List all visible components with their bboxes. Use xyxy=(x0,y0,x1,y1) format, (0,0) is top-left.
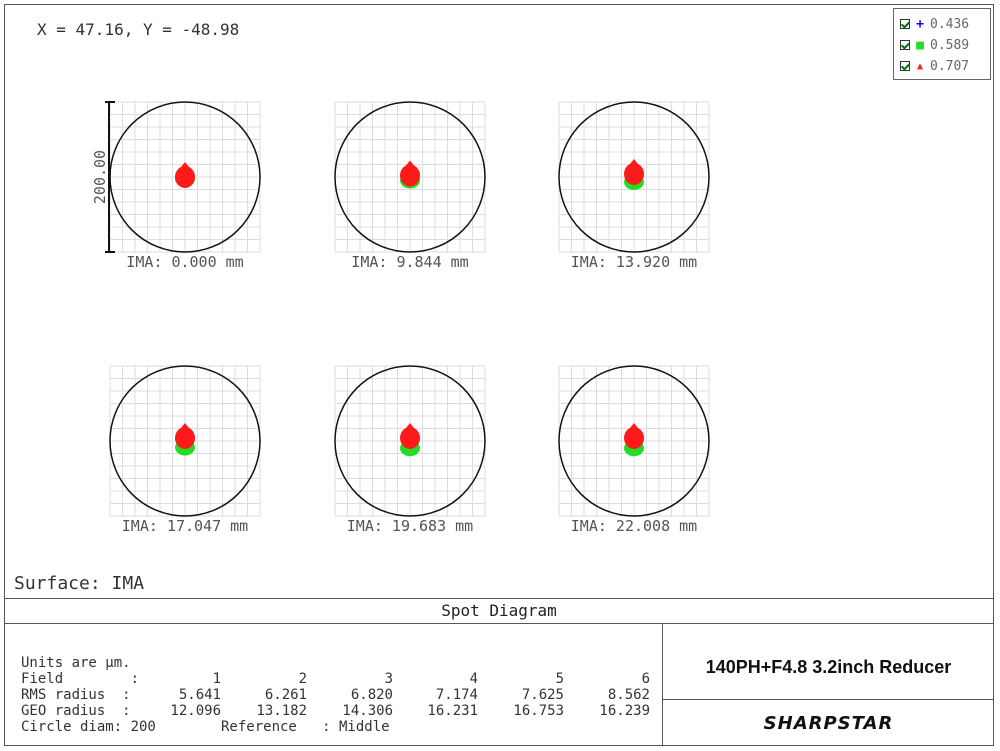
spot-0707 xyxy=(400,427,420,449)
surface-label: Surface: IMA xyxy=(14,573,145,594)
airy-circle xyxy=(334,365,486,517)
legend-label: 0.436 xyxy=(930,16,970,32)
square-marker-icon: ■ xyxy=(916,37,924,53)
geo-value: 14.306 xyxy=(342,703,393,719)
spot-diagram-window: IMA: 0.000 mm IMA: 9.844 mm IMA: 13.920 mm… xyxy=(4,4,994,746)
spot-0707 xyxy=(624,163,644,185)
units-label: Units are µm. xyxy=(21,655,131,671)
airy-circle xyxy=(109,365,261,517)
spot-0707 xyxy=(175,166,195,188)
field-label: IMA: 9.844 mm xyxy=(351,253,468,271)
field-label: IMA: 17.047 mm xyxy=(122,517,248,535)
field-row-label: Field : xyxy=(21,671,140,687)
rms-value: 6.261 xyxy=(264,687,307,703)
geo-value: 16.231 xyxy=(427,703,478,719)
spot-0707 xyxy=(400,164,420,187)
sharpstar-logo: SHARPSTAR xyxy=(763,713,894,734)
diagram-title: Spot Diagram xyxy=(5,598,993,624)
rms-row: RMS radius : 5.641 6.261 6.820 7.174 7.6… xyxy=(21,687,650,703)
field-value: 1 xyxy=(212,671,221,687)
rms-value: 7.625 xyxy=(521,687,564,703)
spot-0707-tip xyxy=(630,159,638,164)
rms-value: 8.562 xyxy=(607,687,650,703)
geo-value: 16.753 xyxy=(513,703,564,719)
rms-value: 7.174 xyxy=(435,687,478,703)
field-value: 4 xyxy=(469,671,478,687)
field-value: 6 xyxy=(641,671,650,687)
airy-circle xyxy=(558,365,710,517)
geo-value: 16.239 xyxy=(599,703,650,719)
field-label: IMA: 0.000 mm xyxy=(126,253,243,271)
rms-value: 6.820 xyxy=(350,687,393,703)
field-label: IMA: 13.920 mm xyxy=(571,253,697,271)
checkbox-checked-icon[interactable] xyxy=(900,61,910,71)
wavelength-legend: + 0.436 ■ 0.589 ▲ 0.707 xyxy=(893,8,991,80)
spot-0707-tip xyxy=(630,423,638,428)
spot-0707-tip xyxy=(406,160,414,166)
airy-circle xyxy=(334,101,486,253)
geo-row-label: GEO radius : xyxy=(21,703,131,719)
field-value: 5 xyxy=(555,671,564,687)
field-label: IMA: 22.008 mm xyxy=(571,517,697,535)
legend-item-0589[interactable]: ■ 0.589 xyxy=(900,36,969,54)
spot-plot: IMA: 0.000 mm IMA: 9.844 mm IMA: 13.920 mm… xyxy=(91,101,710,535)
spot-0707-tip xyxy=(181,162,189,167)
plus-marker-icon: + xyxy=(916,16,924,32)
cursor-coordinate-readout: X = 47.16, Y = -48.98 xyxy=(37,20,240,39)
scale-bar-label: 200.00 xyxy=(91,150,109,204)
rms-value: 5.641 xyxy=(178,687,221,703)
lens-name: 140PH+F4.8 3.2inch Reducer xyxy=(663,623,993,700)
field-label: IMA: 19.683 mm xyxy=(347,517,473,535)
spot-statistics: Units are µm. Field : 1 2 3 4 5 6 RMS ra… xyxy=(21,655,650,735)
spot-0707 xyxy=(624,427,644,449)
geo-value: 12.096 xyxy=(170,703,221,719)
spot-0707-tip xyxy=(181,423,189,428)
legend-item-0707[interactable]: ▲ 0.707 xyxy=(900,57,969,75)
title-block: 140PH+F4.8 3.2inch Reducer SHARPSTAR xyxy=(662,623,993,745)
legend-label: 0.589 xyxy=(930,37,970,53)
geo-value: 13.182 xyxy=(256,703,307,719)
legend-label: 0.707 xyxy=(930,58,970,74)
geo-row: GEO radius : 12.096 13.182 14.306 16.231… xyxy=(21,703,650,719)
field-value: 3 xyxy=(384,671,393,687)
field-value: 2 xyxy=(298,671,307,687)
circle-row: Circle diam: 200 Reference : Middle xyxy=(21,719,650,735)
rms-row-label: RMS radius : xyxy=(21,687,131,703)
reference-label: Reference : Middle xyxy=(221,719,390,735)
field-row: Field : 1 2 3 4 5 6 xyxy=(21,671,650,687)
spot-0707-tip xyxy=(406,423,414,428)
legend-item-0436[interactable]: + 0.436 xyxy=(900,15,969,33)
airy-circle xyxy=(558,101,710,253)
checkbox-checked-icon[interactable] xyxy=(900,40,910,50)
triangle-marker-icon: ▲ xyxy=(916,60,924,72)
circle-diameter: Circle diam: 200 xyxy=(21,719,156,735)
spot-0707 xyxy=(175,427,195,449)
checkbox-checked-icon[interactable] xyxy=(900,19,910,29)
